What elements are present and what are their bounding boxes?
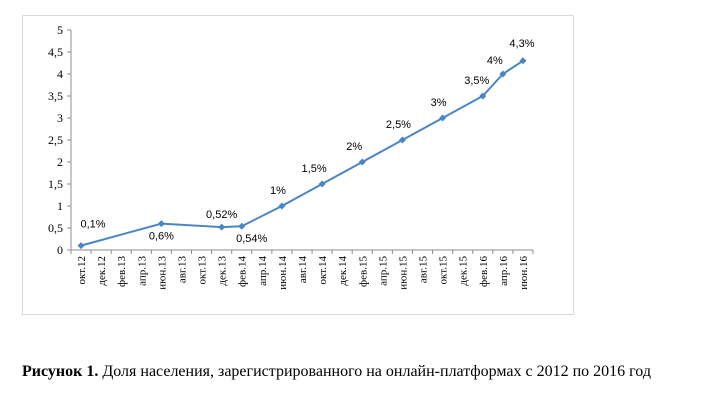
x-tick-label: авг.13 xyxy=(176,256,188,284)
x-tick-label: авг.14 xyxy=(297,256,309,284)
data-label: 0,6% xyxy=(149,231,174,243)
data-label: 3,5% xyxy=(464,75,489,87)
x-tick-label: дек.13 xyxy=(217,256,229,286)
series-line xyxy=(80,59,524,247)
y-tick-label: 4 xyxy=(57,67,63,81)
x-tick-label: дек.15 xyxy=(458,256,470,286)
x-tick-label: окт.13 xyxy=(197,256,209,285)
x-tick-label: июн.15 xyxy=(397,256,409,290)
data-label: 3% xyxy=(431,97,447,109)
data-point-marker xyxy=(439,114,447,122)
data-point-marker xyxy=(238,222,246,230)
y-tick-label: 2 xyxy=(57,155,63,169)
caption-text: Доля населения, зарегистрированного на о… xyxy=(98,363,651,380)
data-point-marker xyxy=(77,242,85,250)
y-tick-label: 5 xyxy=(57,23,63,37)
data-point-marker xyxy=(499,70,507,78)
y-tick-label: 4,5 xyxy=(48,45,63,59)
x-tick-label: апр.16 xyxy=(498,256,510,286)
x-tick-label: июн.13 xyxy=(156,256,168,290)
x-tick-label: фев.15 xyxy=(357,256,369,287)
data-label: 4% xyxy=(487,55,503,67)
data-point-marker xyxy=(318,180,326,188)
x-tick-label: дек.14 xyxy=(337,256,349,286)
y-tick-label: 0,5 xyxy=(48,221,63,235)
line-chart: 0 0,5 1 1,5 2 2,5 3 3,5 4 4,5 5 окт.12 дек.12 фев.13 а… xyxy=(48,23,535,290)
y-tick-label: 0 xyxy=(57,243,63,257)
x-tick-label: дек.12 xyxy=(96,256,108,286)
data-point-marker xyxy=(398,136,406,144)
x-tick-label: фев.16 xyxy=(478,256,490,287)
data-label: 1% xyxy=(270,185,286,197)
data-point-marker xyxy=(358,158,366,166)
x-tick-label: июн.16 xyxy=(518,256,530,290)
data-point-marker xyxy=(278,202,286,210)
caption-label: Рисунок 1. xyxy=(22,363,99,380)
data-point-marker xyxy=(157,220,165,228)
x-tick-label: авг.15 xyxy=(418,256,430,284)
x-tick-label: фев.14 xyxy=(237,256,249,287)
y-tick-label: 2,5 xyxy=(48,133,63,147)
x-tick-label: апр.13 xyxy=(136,256,148,286)
x-tick-label: окт.12 xyxy=(76,256,88,284)
x-tick-label: окт.15 xyxy=(438,256,450,285)
data-point-marker xyxy=(479,92,487,100)
y-tick-label: 3 xyxy=(57,111,63,125)
x-tick-label: апр.14 xyxy=(257,256,269,286)
figure-caption: Рисунок 1. Доля населения, зарегистриров… xyxy=(22,360,704,384)
y-tick-label: 3,5 xyxy=(48,89,63,103)
data-label: 2,5% xyxy=(386,119,411,131)
data-label: 2% xyxy=(346,141,362,153)
data-point-marker xyxy=(519,57,527,65)
x-tick-label: июн.14 xyxy=(277,256,289,290)
data-label: 4,3% xyxy=(509,38,534,50)
data-label: 1,5% xyxy=(302,163,327,175)
data-point-marker xyxy=(218,223,226,231)
x-tick-label: апр.15 xyxy=(377,256,389,286)
chart-frame: 0 0,5 1 1,5 2 2,5 3 3,5 4 4,5 5 окт.12 дек.12 фев.13 а… xyxy=(22,15,574,315)
x-tick-label: окт.14 xyxy=(317,256,329,285)
data-label: 0,1% xyxy=(81,219,106,231)
y-tick-label: 1 xyxy=(57,199,63,213)
x-tick-label: фев.13 xyxy=(116,256,128,287)
data-label: 0,54% xyxy=(236,233,267,245)
y-tick-label: 1,5 xyxy=(48,177,63,191)
data-label: 0,52% xyxy=(206,209,237,221)
